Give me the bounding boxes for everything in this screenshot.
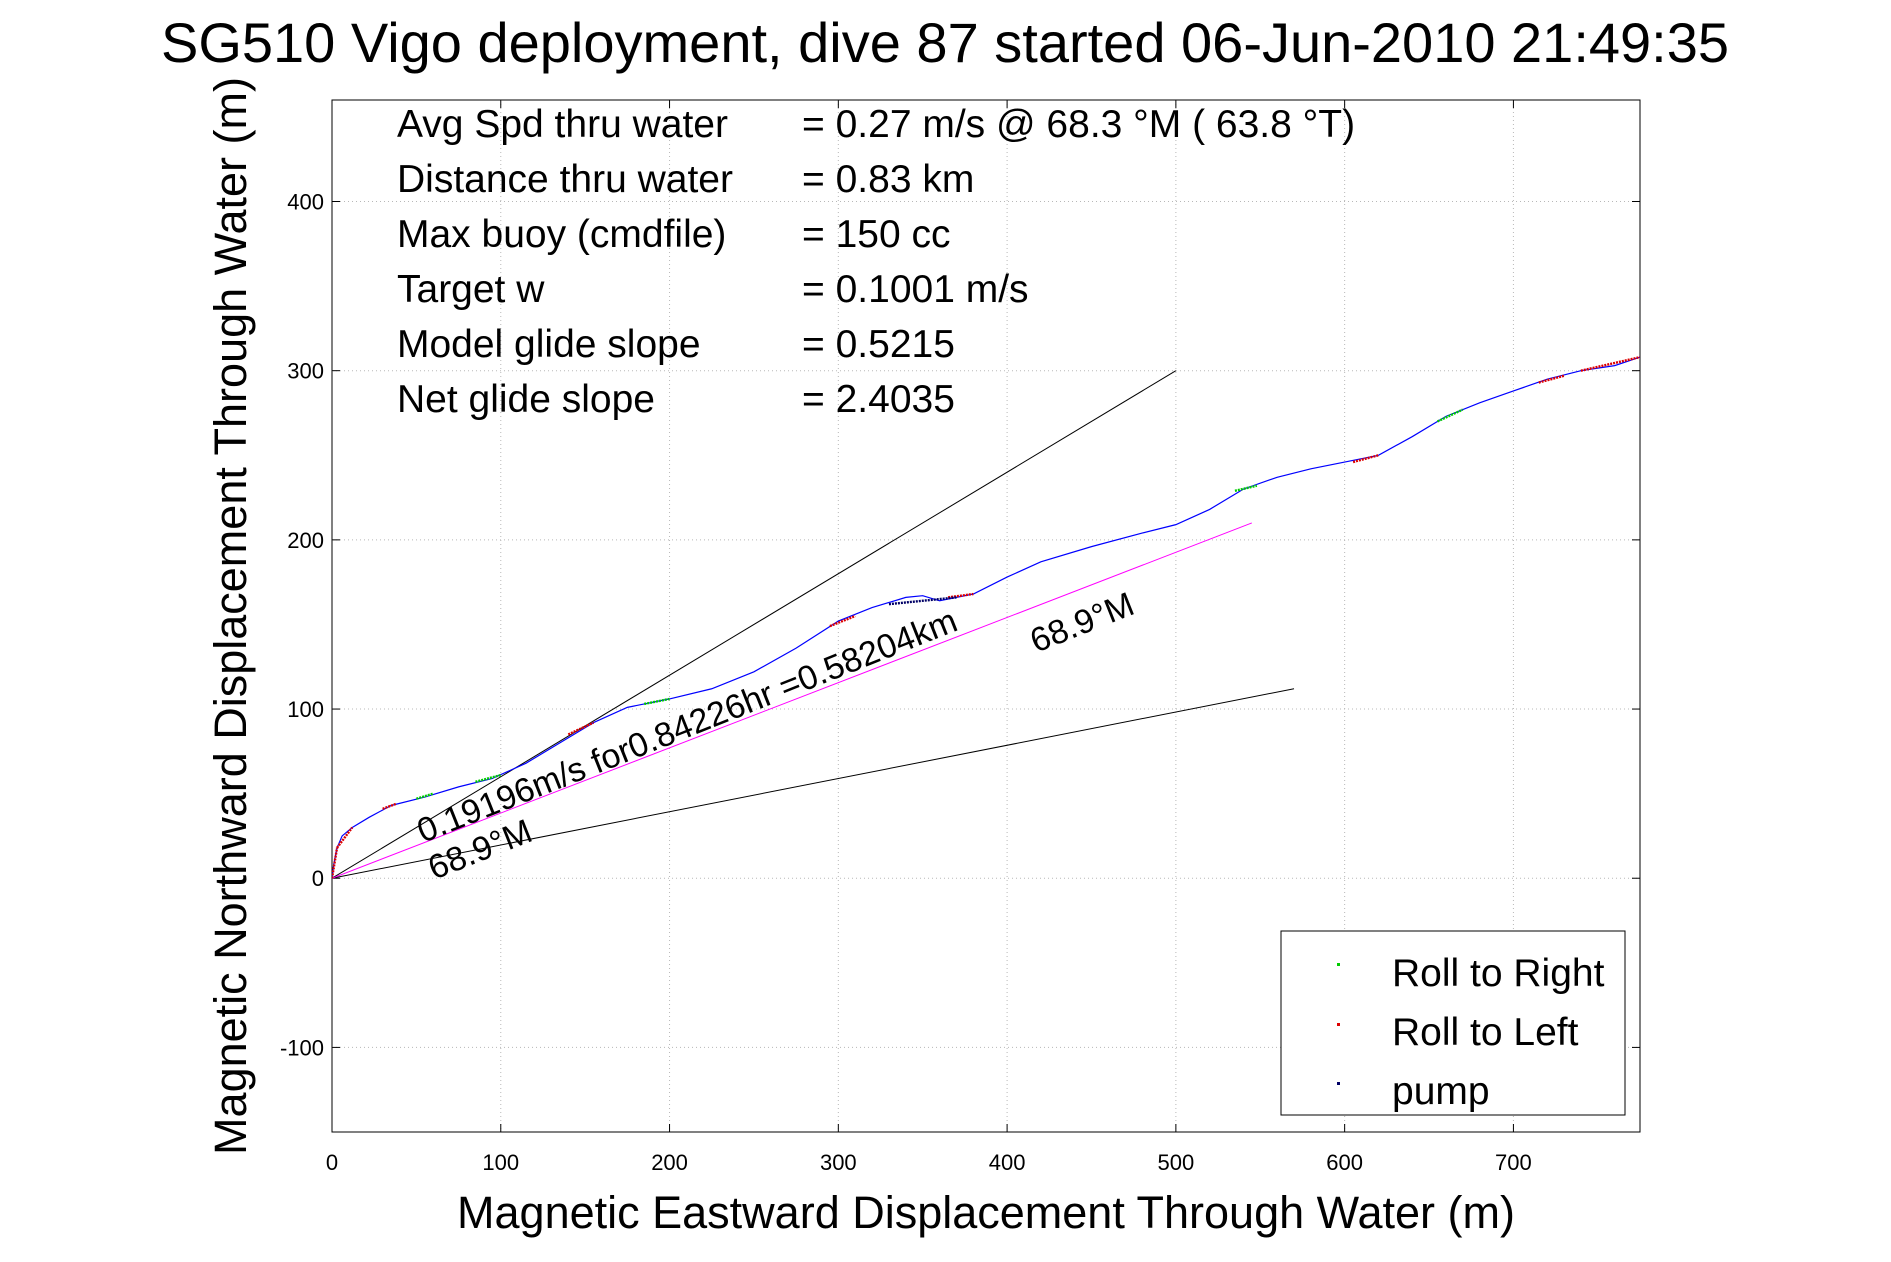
info-label-distance: Distance thru water (397, 158, 733, 201)
y-tick-label: 200 (287, 528, 324, 553)
info-label-model-glide-slope: Model glide slope (397, 323, 701, 366)
info-block: Avg Spd thru water = 0.27 m/s @ 68.3 °M … (397, 103, 1355, 421)
roll-left-segment (1538, 374, 1565, 384)
roll-right-segment (643, 697, 670, 706)
legend-label-roll-right: Roll to Right (1392, 952, 1605, 995)
legend: Roll to Right Roll to Left pump (1280, 930, 1626, 1116)
roll-right-segment (1436, 408, 1464, 423)
x-tick-label: 500 (1158, 1150, 1195, 1175)
info-label-net-glide-slope: Net glide slope (397, 378, 655, 421)
legend-label-roll-left: Roll to Left (1392, 1011, 1579, 1054)
info-value-avg-spd: = 0.27 m/s @ 68.3 °M ( 63.8 °T) (802, 103, 1355, 146)
y-tick-label: 0 (312, 866, 324, 891)
roll-right-segment (1234, 484, 1258, 492)
info-label-target-w: Target w (397, 268, 545, 311)
y-tick-label: 300 (287, 359, 324, 384)
x-tick-label: 600 (1326, 1150, 1363, 1175)
y-tick-label: 100 (287, 697, 324, 722)
pump-segment (888, 596, 957, 606)
roll-left-segment (336, 826, 354, 849)
legend-marker-roll-right (1337, 963, 1340, 966)
roll-left-segment (332, 847, 339, 879)
x-tick-label: 300 (820, 1150, 857, 1175)
x-axis-ticks: 0 100 200 300 400 500 600 700 (326, 100, 1532, 1175)
roll-left-segment (567, 721, 595, 736)
info-value-model-glide-slope: = 0.5215 (802, 323, 955, 366)
legend-marker-roll-left (1337, 1023, 1340, 1026)
info-value-net-glide-slope: = 2.4035 (802, 378, 955, 421)
roll-right-segment (475, 773, 502, 783)
info-value-max-buoy: = 150 cc (802, 213, 951, 256)
x-tick-label: 700 (1495, 1150, 1532, 1175)
y-axis-ticks: -100 0 100 200 300 400 (280, 190, 1640, 1060)
x-tick-label: 400 (989, 1150, 1026, 1175)
x-axis-label: Magnetic Eastward Displacement Through W… (457, 1187, 1515, 1238)
roll-left-segment (382, 802, 397, 810)
y-tick-label: 400 (287, 190, 324, 215)
track-line (332, 356, 1640, 879)
x-tick-label: 100 (482, 1150, 519, 1175)
legend-label-pump: pump (1392, 1070, 1490, 1113)
roll-left-segment (829, 614, 856, 628)
roll-left-segment (1352, 454, 1379, 464)
info-value-target-w: = 0.1001 m/s (802, 268, 1029, 311)
info-label-max-buoy: Max buoy (cmdfile) (397, 213, 726, 256)
x-tick-label: 0 (326, 1150, 338, 1175)
reference-line-1 (332, 370, 1177, 879)
info-label-avg-spd: Avg Spd thru water (397, 103, 728, 146)
plot-series (332, 355, 1640, 879)
x-tick-label: 200 (651, 1150, 688, 1175)
info-value-distance: = 0.83 km (802, 158, 974, 201)
chart-title: SG510 Vigo deployment, dive 87 started 0… (161, 11, 1729, 74)
y-axis-label: Magnetic Northward Displacement Through … (205, 77, 256, 1155)
roll-left-segment (1580, 355, 1640, 372)
y-tick-label: -100 (280, 1035, 324, 1060)
reference-line-3 (332, 522, 1252, 879)
reference-line-2 (332, 688, 1295, 879)
legend-marker-pump (1337, 1082, 1340, 1085)
